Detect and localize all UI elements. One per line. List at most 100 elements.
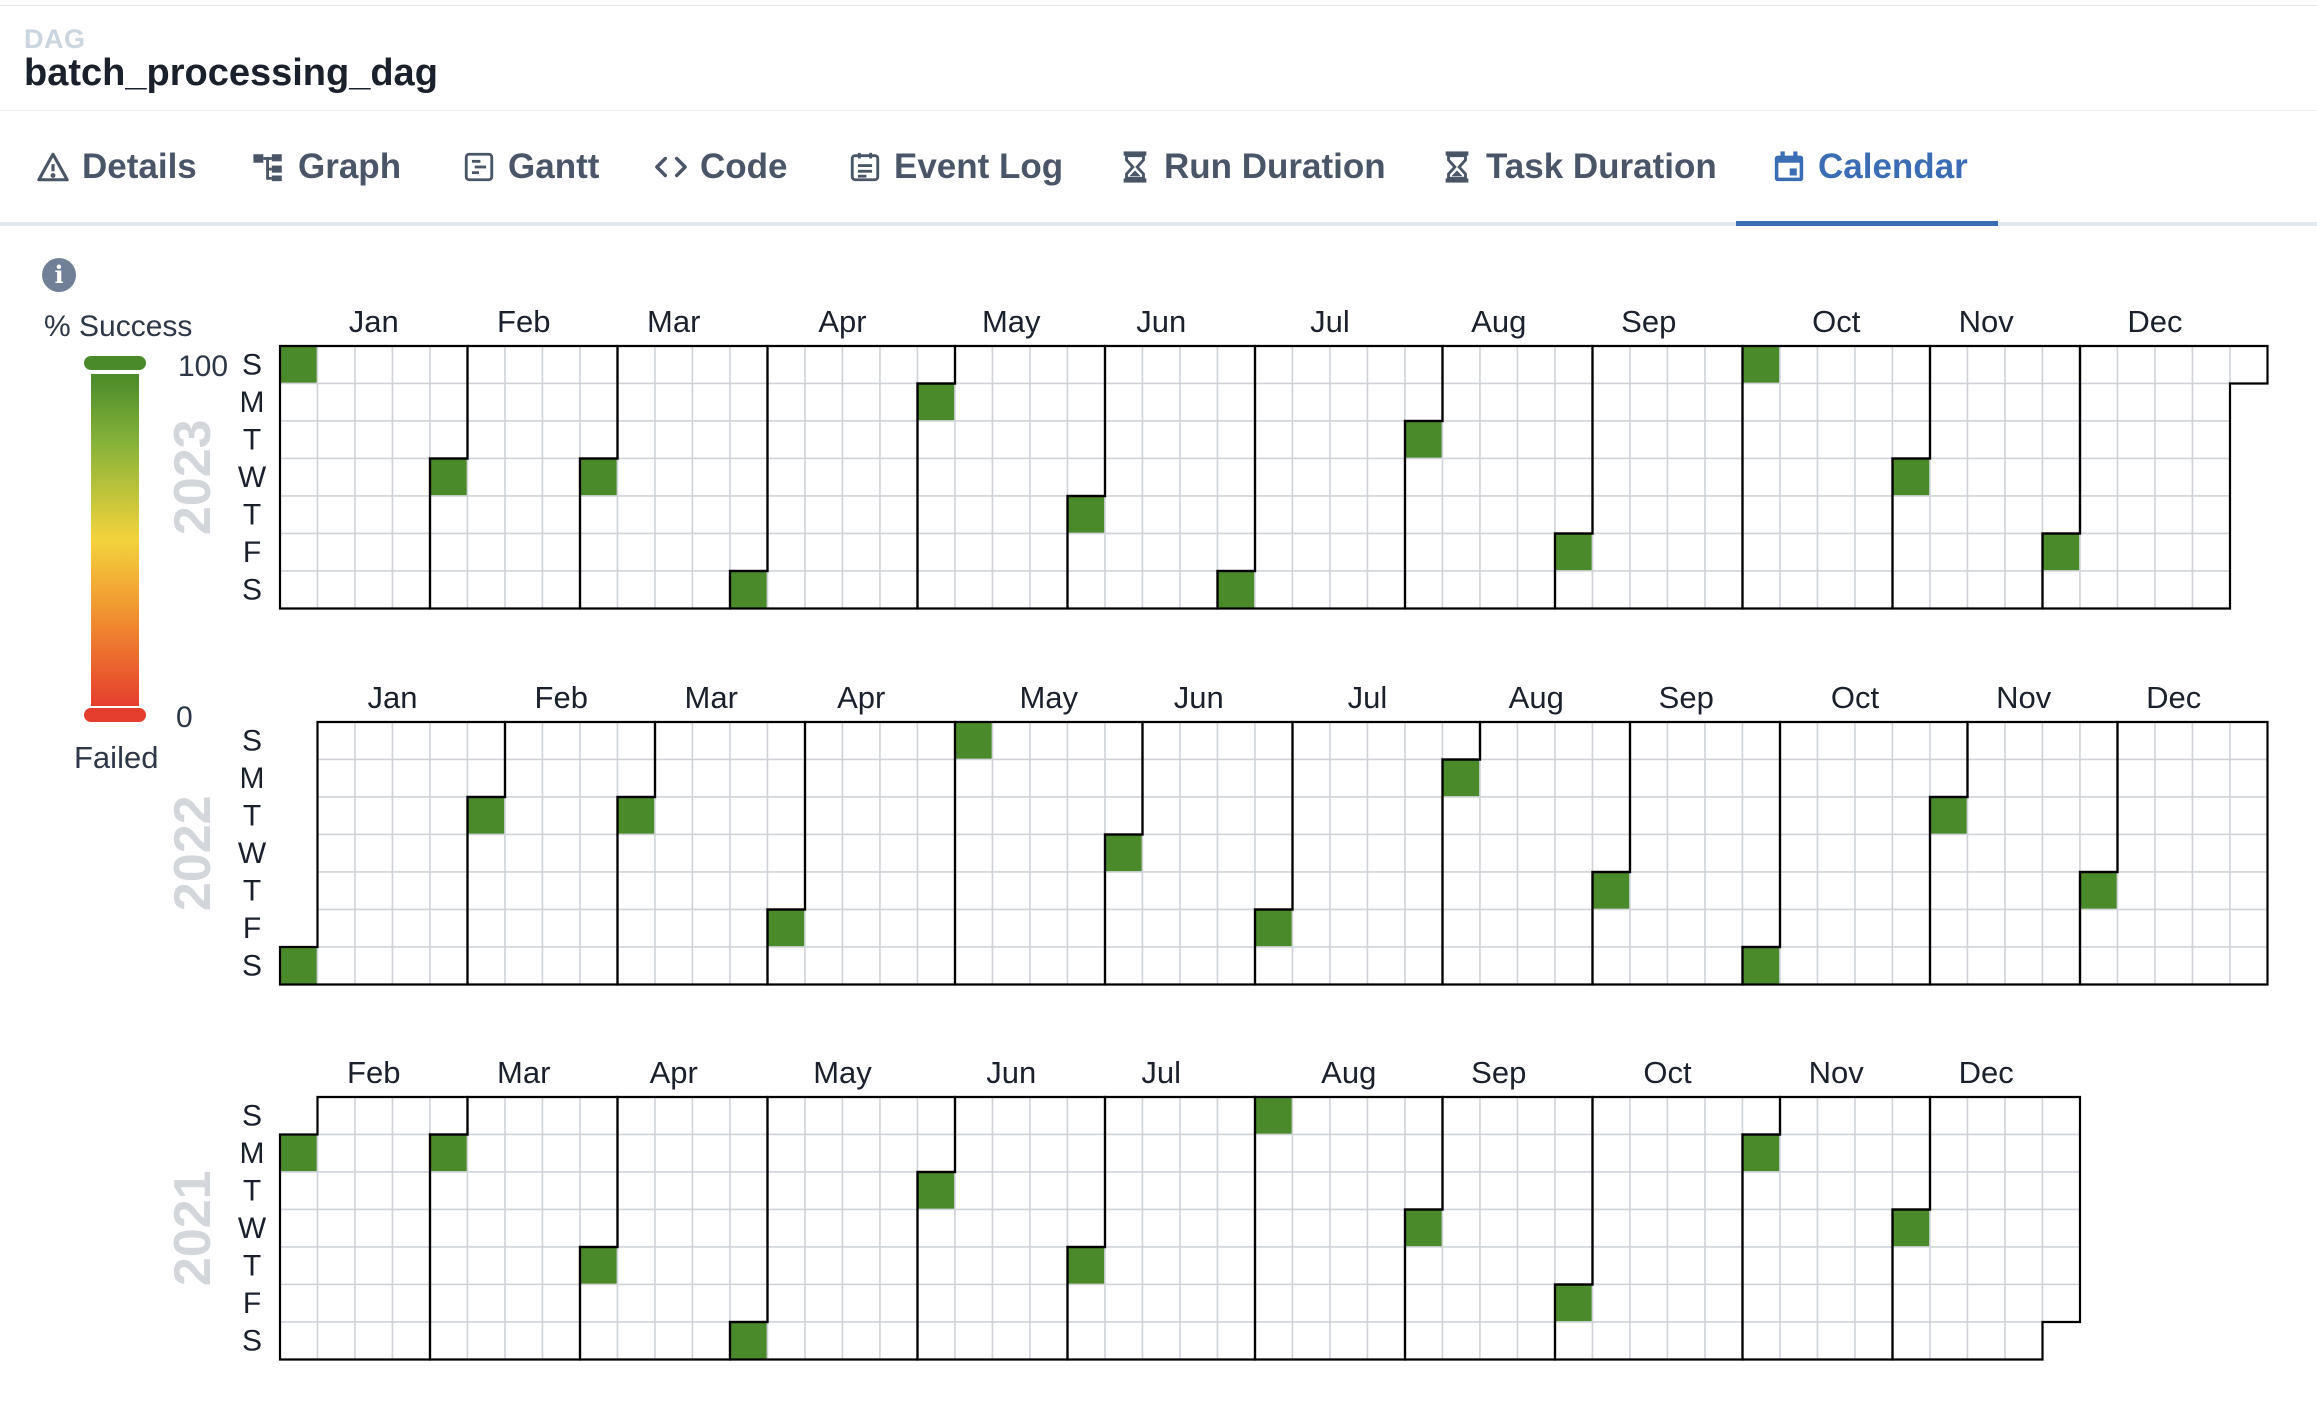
day-cell: [2004, 758, 2044, 798]
day-cell: [879, 382, 919, 422]
day-cell: [1704, 1246, 1744, 1286]
tab-code[interactable]: Code: [652, 112, 788, 222]
day-cell: [1141, 1208, 1181, 1248]
day-cell: [1066, 345, 1106, 385]
day-cell: [1629, 1096, 1669, 1136]
day-cell: [841, 721, 881, 761]
day-cell: [879, 833, 919, 873]
day-cell: [916, 946, 956, 986]
day-cell: [2116, 345, 2156, 385]
tab-calendar[interactable]: Calendar: [1736, 112, 1998, 226]
day-cell: [1891, 1096, 1931, 1136]
day-cell: [1629, 871, 1669, 911]
day-cell: [1891, 946, 1931, 986]
day-cell: [954, 1246, 994, 1286]
day-cell: [391, 495, 431, 535]
run-cell: [466, 796, 506, 836]
day-cell: [1404, 570, 1444, 610]
day-cell: [1591, 345, 1631, 385]
month-label: Sep: [1659, 680, 1714, 715]
day-cell: [1066, 721, 1106, 761]
day-cell: [1966, 908, 2006, 948]
day-cell: [1179, 1283, 1219, 1323]
month-label: Feb: [347, 1055, 400, 1090]
day-cell: [1479, 796, 1519, 836]
day-cell: [916, 495, 956, 535]
month-label: Feb: [535, 680, 588, 715]
day-cell: [579, 758, 619, 798]
day-cell: [1554, 721, 1594, 761]
tab-gantt[interactable]: Gantt: [460, 112, 599, 222]
tab-label: Details: [82, 147, 197, 186]
day-cell: [1104, 1096, 1144, 1136]
day-cell: [2041, 570, 2081, 610]
day-cell: [1891, 495, 1931, 535]
day-cell: [2004, 420, 2044, 460]
day-cell: [1104, 532, 1144, 572]
day-cell: [1404, 1133, 1444, 1173]
day-cell: [1029, 420, 1069, 460]
month-label: Mar: [685, 680, 738, 715]
day-cell: [541, 758, 581, 798]
day-cell: [1216, 495, 1256, 535]
day-cell: [691, 457, 731, 497]
day-cell: [1366, 345, 1406, 385]
day-cell: [1291, 1283, 1331, 1323]
day-cell: [2004, 570, 2044, 610]
month-label: Jan: [349, 304, 399, 339]
day-cell: [1816, 908, 1856, 948]
day-cell: [991, 495, 1031, 535]
tab-run-duration[interactable]: Run Duration: [1116, 112, 1386, 222]
day-cell: [316, 796, 356, 836]
day-cell: [1741, 1246, 1781, 1286]
day-cell: [954, 457, 994, 497]
day-cell: [616, 570, 656, 610]
day-cell: [1516, 382, 1556, 422]
day-cell: [1291, 796, 1331, 836]
day-cell: [1104, 1133, 1144, 1173]
day-cell: [541, 946, 581, 986]
day-cell: [766, 1208, 806, 1248]
day-cell: [654, 570, 694, 610]
day-cell: [1816, 758, 1856, 798]
day-cell: [991, 570, 1031, 610]
tab-event-log[interactable]: Event Log: [846, 112, 1063, 222]
day-cell: [1704, 495, 1744, 535]
day-cell: [1329, 382, 1369, 422]
day-cell: [1029, 1208, 1069, 1248]
weekday-label: M: [240, 1137, 265, 1170]
run-cell: [429, 457, 469, 497]
day-cell: [691, 871, 731, 911]
day-cell: [1966, 796, 2006, 836]
day-cell: [1291, 532, 1331, 572]
tab-graph[interactable]: Graph: [250, 112, 401, 222]
day-cell: [1366, 1208, 1406, 1248]
day-cell: [1104, 1321, 1144, 1361]
weekday-label: F: [243, 1287, 261, 1320]
day-cell: [279, 1208, 319, 1248]
day-cell: [1179, 420, 1219, 460]
day-cell: [916, 721, 956, 761]
day-cell: [729, 345, 769, 385]
day-cell: [1516, 758, 1556, 798]
day-cell: [2079, 457, 2119, 497]
tab-task-duration[interactable]: Task Duration: [1438, 112, 1717, 222]
day-cell: [2041, 721, 2081, 761]
day-cell: [2191, 758, 2231, 798]
day-cell: [429, 1208, 469, 1248]
day-cell: [2191, 833, 2231, 873]
weekday-label: F: [243, 536, 261, 569]
day-cell: [2041, 946, 2081, 986]
day-cell: [916, 1321, 956, 1361]
day-cell: [1141, 1171, 1181, 1211]
day-cell: [429, 908, 469, 948]
run-cell: [616, 796, 656, 836]
day-cell: [1516, 420, 1556, 460]
day-cell: [1066, 1171, 1106, 1211]
info-icon[interactable]: i: [42, 258, 76, 292]
tab-details[interactable]: Details: [34, 112, 197, 222]
day-cell: [504, 345, 544, 385]
day-cell: [466, 420, 506, 460]
day-cell: [466, 1208, 506, 1248]
